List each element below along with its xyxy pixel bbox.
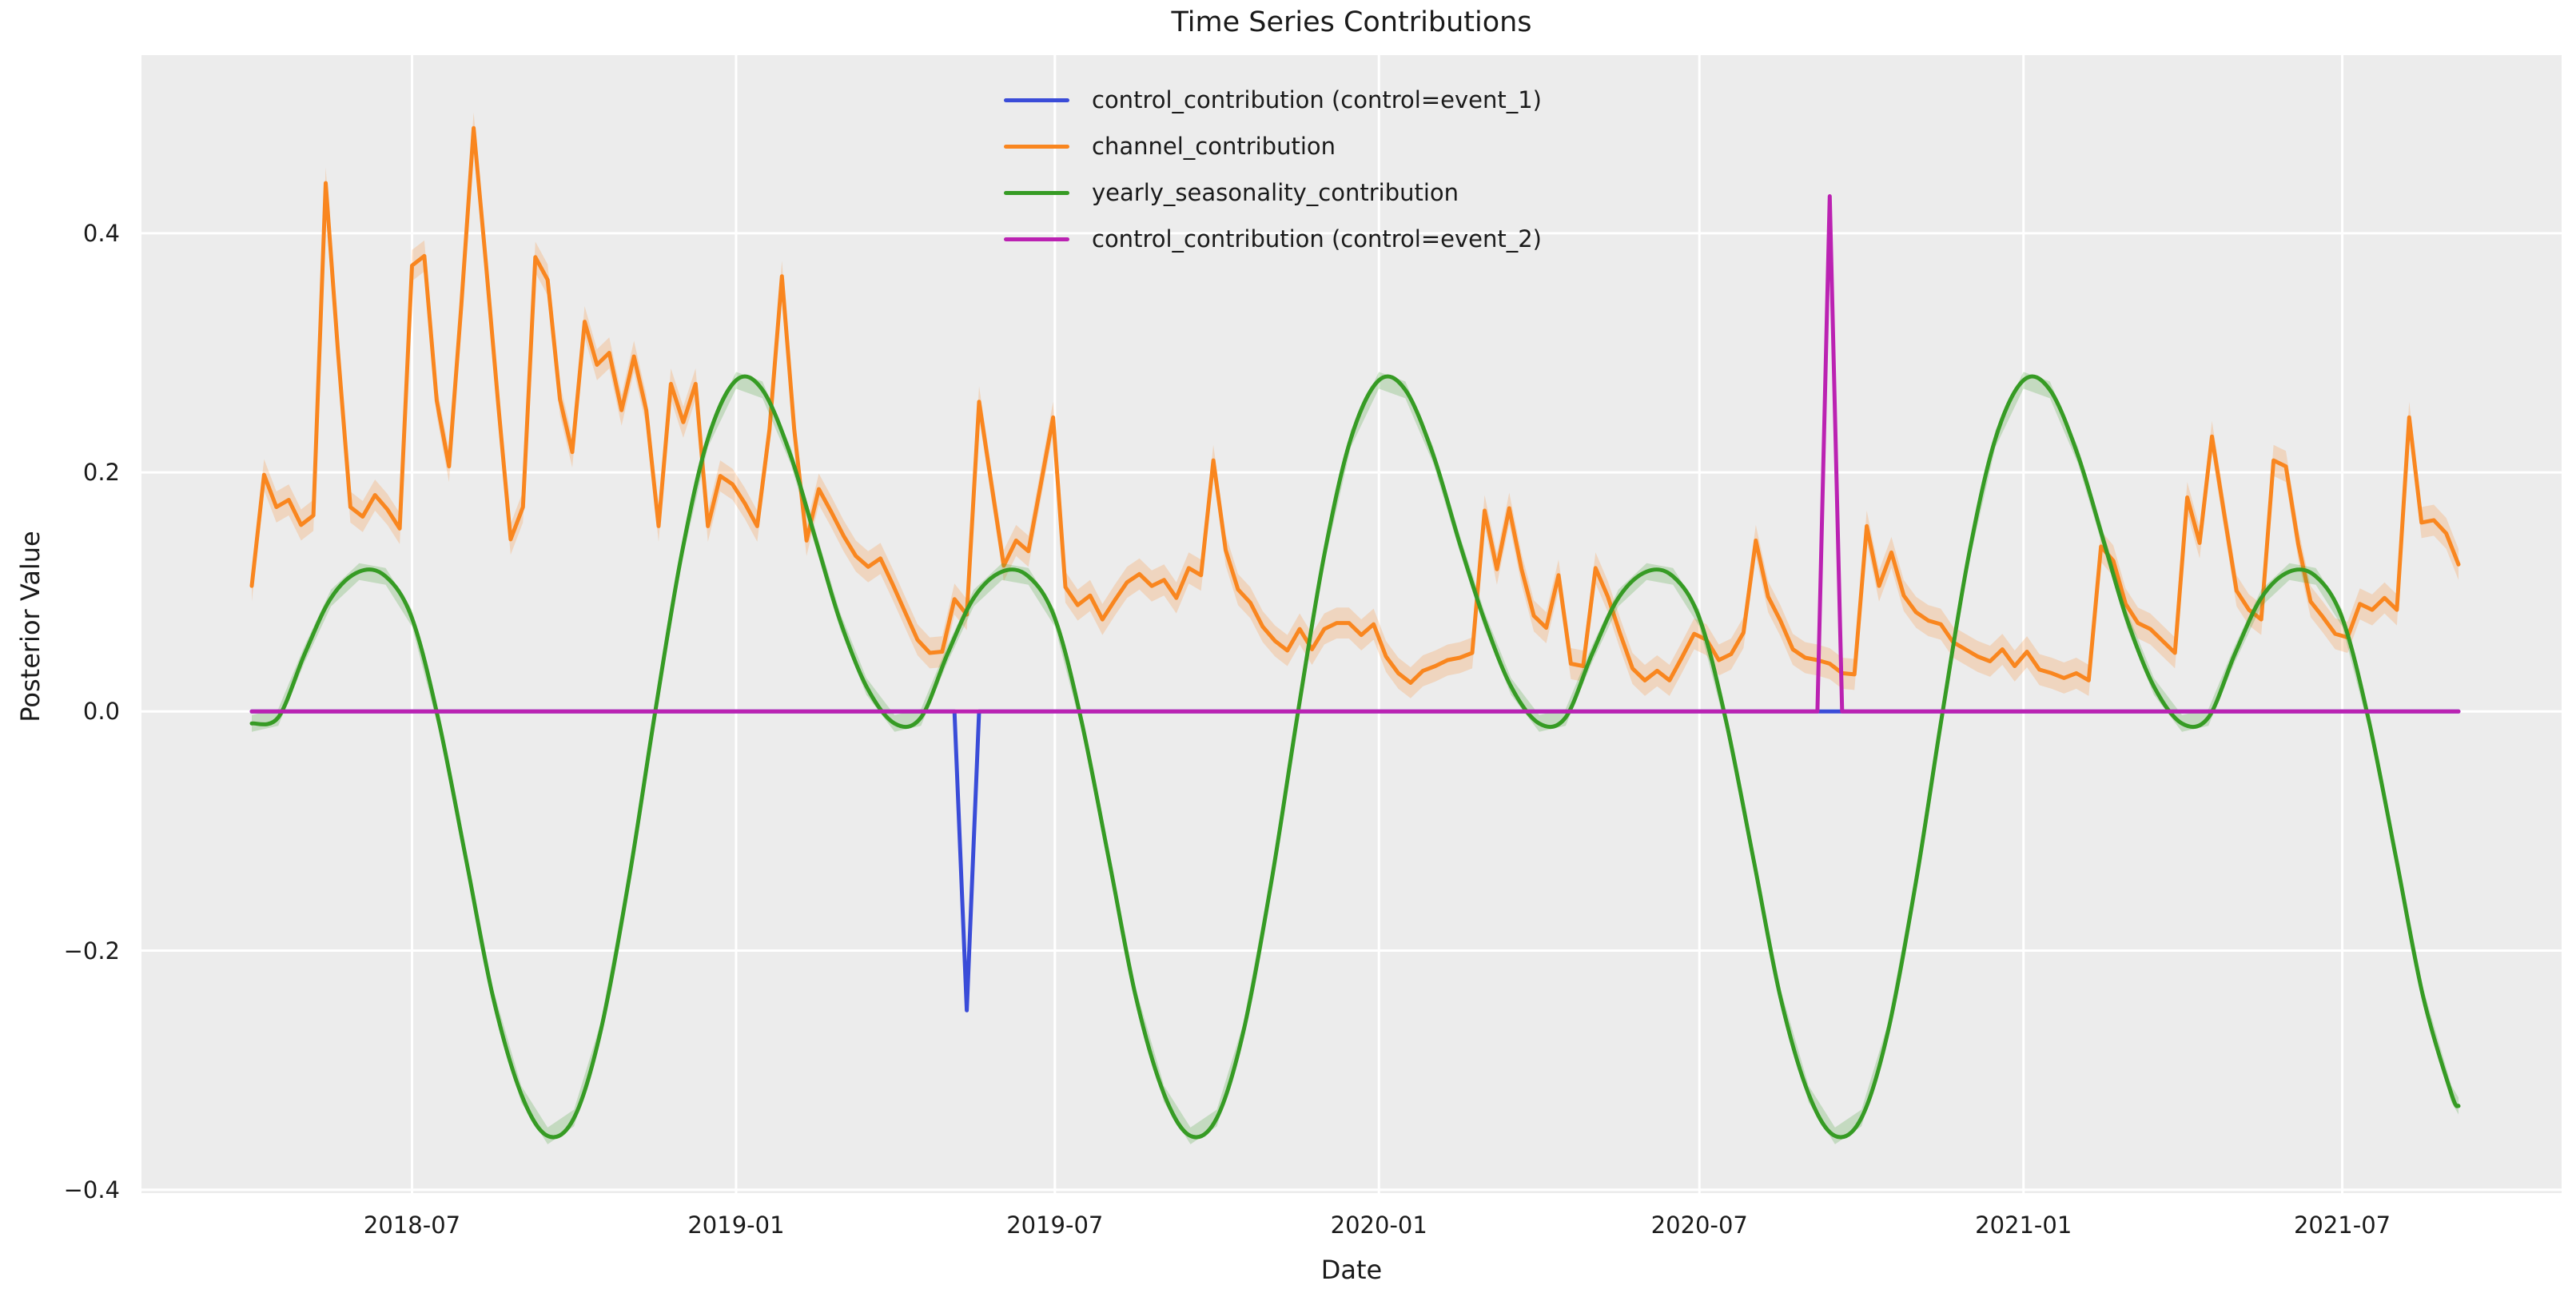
x-axis-label: Date (1320, 1255, 1383, 1285)
legend-item-control_event_1: control_contribution (control=event_1) (1004, 77, 1542, 123)
y-axis-label: Posterior Value (15, 531, 46, 722)
x-tick-2021-01: 2021-01 (1975, 1211, 2072, 1239)
legend-item-channel: channel_contribution (1004, 123, 1542, 169)
legend-label-control_event_2: control_contribution (control=event_2) (1092, 225, 1542, 253)
chart-title: Time Series Contributions (1171, 6, 1532, 38)
x-tick-2019-01: 2019-01 (687, 1211, 785, 1239)
yearly_seasonality-line (249, 374, 2461, 1140)
y-tick-0.2: 0.2 (82, 459, 120, 487)
legend-label-control_event_1: control_contribution (control=event_1) (1092, 86, 1542, 113)
legend-swatch-control_event_2 (1004, 237, 1069, 241)
legend-swatch-channel (1004, 144, 1069, 149)
legend-label-yearly_seasonality: yearly_seasonality_contribution (1092, 179, 1459, 206)
y-tick-0.4: 0.4 (82, 219, 120, 247)
legend: control_contribution (control=event_1)ch… (1004, 77, 1542, 262)
legend-label-channel: channel_contribution (1092, 133, 1336, 160)
legend-swatch-control_event_1 (1004, 97, 1069, 102)
legend-item-yearly_seasonality: yearly_seasonality_contribution (1004, 169, 1542, 216)
y-tick-0.0: 0.0 (82, 698, 120, 726)
legend-swatch-yearly_seasonality (1004, 190, 1069, 195)
channel-confidence-band (252, 112, 2459, 698)
x-tick-2020-07: 2020-07 (1650, 1211, 1748, 1239)
control_event_2-line (249, 194, 2461, 714)
x-tick-2020-01: 2020-01 (1330, 1211, 1427, 1239)
x-tick-2018-07: 2018-07 (363, 1211, 461, 1239)
y-tick-−0.4: −0.4 (63, 1176, 120, 1204)
x-tick-2021-07: 2021-07 (2293, 1211, 2391, 1239)
legend-item-control_event_2: control_contribution (control=event_2) (1004, 216, 1542, 262)
channel-line (249, 125, 2461, 685)
y-tick-−0.2: −0.2 (63, 937, 120, 965)
x-tick-2019-07: 2019-07 (1006, 1211, 1104, 1239)
